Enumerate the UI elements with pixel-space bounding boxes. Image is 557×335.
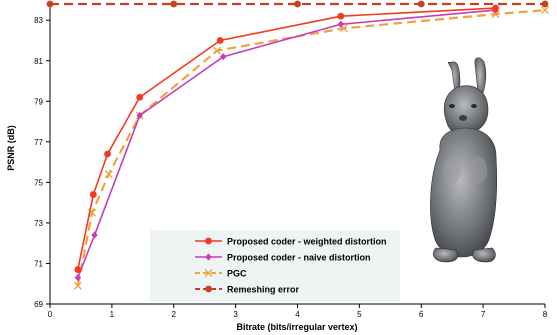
y-tick-label: 81 (34, 57, 43, 66)
data-point (220, 53, 227, 61)
legend-background (150, 230, 400, 302)
legend-marker (205, 237, 212, 245)
x-tick-label: 7 (481, 310, 486, 319)
x-tick-label: 8 (543, 310, 548, 319)
data-point (492, 4, 499, 12)
x-tick-label: 6 (419, 310, 424, 319)
legend-entry: Proposed coder - weighted distortion (195, 237, 387, 247)
data-point (74, 274, 82, 282)
legend-label: PGC (227, 269, 247, 279)
x-tick-label: 5 (357, 310, 362, 319)
legend-label: Proposed coder - weighted distortion (227, 237, 387, 247)
data-point (104, 170, 113, 179)
x-axis-label: Bitrate (bits/irregular vertex) (236, 322, 357, 332)
data-point (170, 0, 178, 8)
chart-series (46, 0, 549, 290)
data-point (104, 150, 111, 158)
series-0 (74, 4, 499, 273)
data-point (91, 231, 98, 239)
legend-label: Proposed coder - naive distortion (227, 253, 371, 263)
legend-entry: PGC (195, 269, 247, 279)
data-point (216, 37, 224, 44)
data-point (136, 111, 143, 120)
y-tick-label: 69 (34, 300, 43, 309)
data-point (73, 281, 82, 290)
y-tick-label: 73 (34, 219, 43, 228)
y-tick-label: 83 (34, 16, 43, 25)
data-point (541, 0, 549, 8)
x-tick-label: 4 (295, 310, 300, 319)
chart-axes: 0 1 2 3 4 5 6 7 8 69 71 73 75 77 79 81 83 (34, 4, 548, 319)
y-tick-label: 75 (34, 178, 43, 187)
legend-entry: Proposed coder - naive distortion (195, 253, 371, 263)
data-point (337, 20, 345, 28)
data-point (294, 0, 301, 8)
data-point (74, 266, 82, 273)
data-point (541, 6, 549, 15)
y-tick-label: 71 (34, 259, 43, 268)
data-point (337, 12, 345, 20)
x-tick-label: 0 (48, 310, 53, 319)
data-point (491, 10, 500, 19)
data-point (417, 0, 425, 8)
chart-legend: Proposed coder - weighted distortion Prop… (195, 237, 387, 295)
data-point (89, 191, 97, 198)
x-tick-label: 2 (172, 310, 177, 319)
data-point (136, 93, 144, 101)
legend-label: Remeshing error (227, 285, 300, 295)
x-tick-label: 3 (233, 310, 238, 319)
data-point (213, 46, 222, 55)
legend-marker (205, 253, 212, 261)
legend-entry: Remeshing error (195, 285, 300, 295)
data-point (46, 0, 54, 8)
series-3 (46, 0, 549, 8)
x-tick-label: 1 (110, 310, 115, 319)
bunny-model-image (430, 57, 498, 263)
series-line (76, 8, 546, 286)
y-tick-label: 79 (34, 97, 43, 106)
legend-marker (205, 285, 212, 293)
series-line (77, 9, 496, 278)
y-tick-label: 77 (34, 138, 43, 147)
y-axis-label: PSNR (dB) (6, 125, 16, 171)
legend-marker (204, 269, 213, 277)
